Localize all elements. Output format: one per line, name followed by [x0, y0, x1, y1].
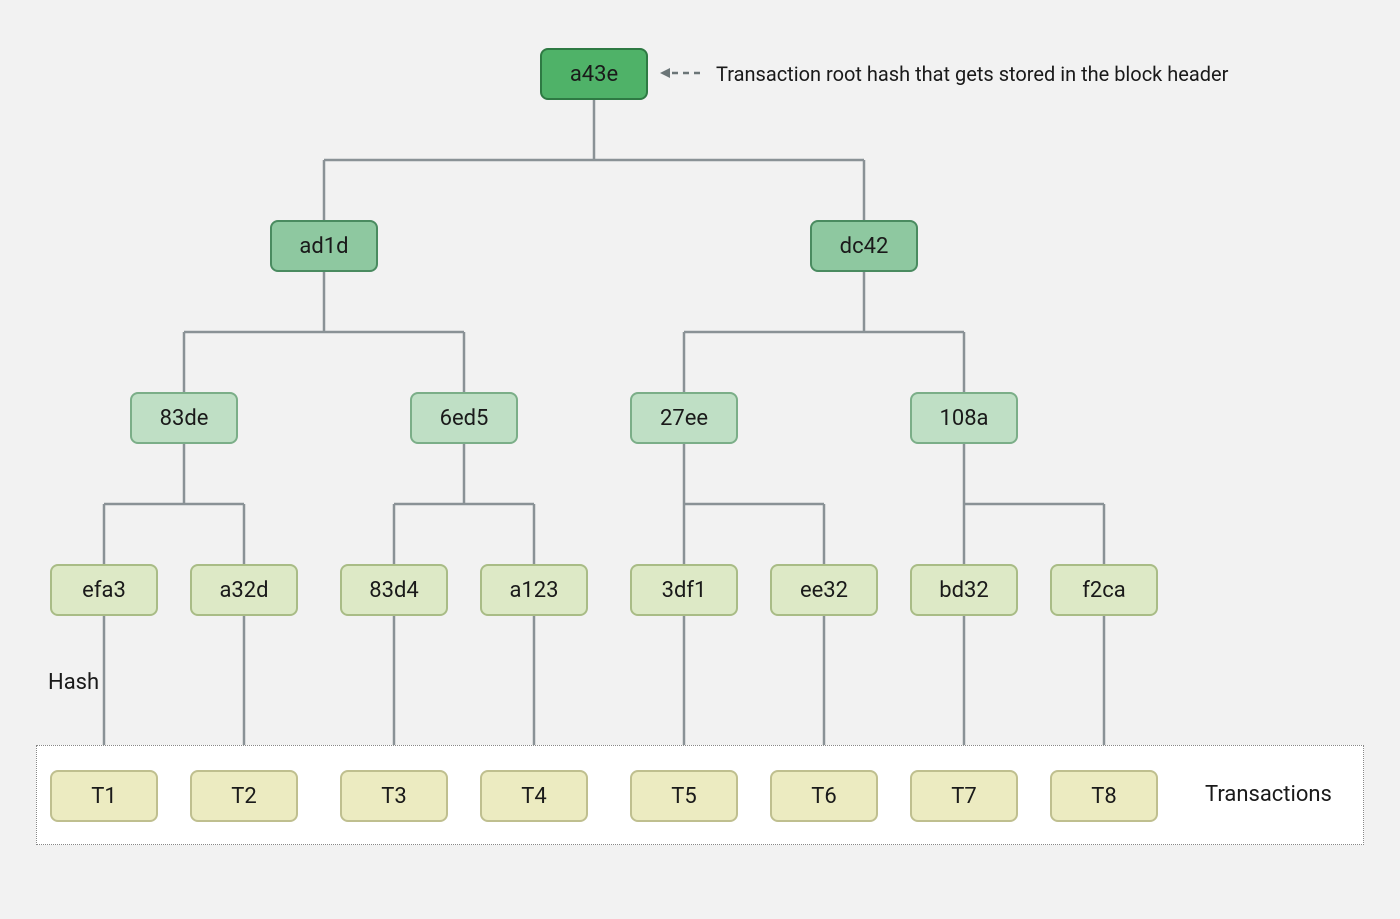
node-h8: f2ca	[1050, 564, 1158, 616]
node-n11: 83de	[130, 392, 238, 444]
node-t3: T3	[340, 770, 448, 822]
node-h2: a32d	[190, 564, 298, 616]
node-n22: 108a	[910, 392, 1018, 444]
hash-label: Hash	[48, 670, 99, 695]
merkle-tree-diagram: a43e ad1d dc42 83de 6ed5 27ee 108a efa3 a32d 83d4…	[0, 0, 1400, 919]
node-t5: T5	[630, 770, 738, 822]
node-t6: T6	[770, 770, 878, 822]
node-h4: a123	[480, 564, 588, 616]
node-t1: T1	[50, 770, 158, 822]
node-h1: efa3	[50, 564, 158, 616]
transactions-label: Transactions	[1205, 782, 1332, 807]
node-t7: T7	[910, 770, 1018, 822]
node-h6: ee32	[770, 564, 878, 616]
node-h5: 3df1	[630, 564, 738, 616]
node-t8: T8	[1050, 770, 1158, 822]
node-n12: 6ed5	[410, 392, 518, 444]
node-root: a43e	[540, 48, 648, 100]
node-t2: T2	[190, 770, 298, 822]
node-h3: 83d4	[340, 564, 448, 616]
root-annotation-text: Transaction root hash that gets stored i…	[716, 62, 1228, 86]
node-n21: 27ee	[630, 392, 738, 444]
node-n2: dc42	[810, 220, 918, 272]
node-n1: ad1d	[270, 220, 378, 272]
node-t4: T4	[480, 770, 588, 822]
node-h7: bd32	[910, 564, 1018, 616]
